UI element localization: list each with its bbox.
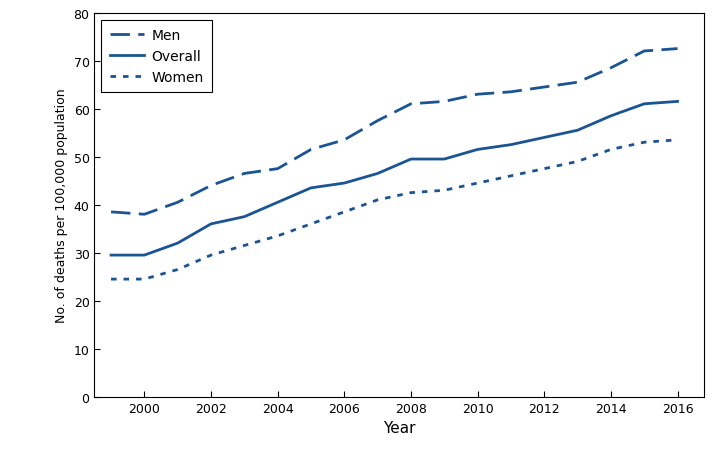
Men <box>240 171 249 177</box>
Men <box>540 85 549 91</box>
Men <box>440 100 449 105</box>
Overall <box>440 157 449 162</box>
Women <box>273 234 282 239</box>
Women <box>306 221 315 227</box>
Men <box>473 92 482 98</box>
Men <box>273 166 282 172</box>
Overall <box>606 114 615 119</box>
Women <box>107 277 115 282</box>
Women <box>673 138 682 143</box>
Overall <box>473 147 482 153</box>
Men <box>673 47 682 52</box>
Overall <box>507 143 515 148</box>
Overall <box>240 215 249 220</box>
Women <box>240 243 249 249</box>
Women <box>640 140 648 146</box>
Overall <box>340 181 348 186</box>
Men <box>640 49 648 55</box>
Men <box>606 66 615 71</box>
Line: Men: Men <box>111 50 677 215</box>
Men <box>140 212 149 217</box>
Women <box>606 147 615 153</box>
Overall <box>174 241 182 246</box>
Overall <box>140 253 149 258</box>
Men <box>207 183 216 189</box>
Men <box>574 80 582 86</box>
Men <box>507 90 515 95</box>
Women <box>140 277 149 282</box>
Men <box>306 147 315 153</box>
Overall <box>640 102 648 107</box>
Overall <box>407 157 415 162</box>
Women <box>207 253 216 258</box>
Men <box>340 138 348 143</box>
Overall <box>107 253 115 258</box>
Overall <box>673 100 682 105</box>
Overall <box>273 200 282 206</box>
Women <box>507 174 515 179</box>
X-axis label: Year: Year <box>383 420 415 435</box>
Women <box>440 188 449 193</box>
Women <box>340 210 348 215</box>
Y-axis label: No. of deaths per 100,000 population: No. of deaths per 100,000 population <box>55 88 68 322</box>
Line: Women: Women <box>111 141 677 280</box>
Overall <box>373 171 382 177</box>
Overall <box>306 186 315 191</box>
Women <box>574 159 582 165</box>
Men <box>407 102 415 107</box>
Men <box>107 210 115 215</box>
Line: Overall: Overall <box>111 102 677 256</box>
Women <box>473 181 482 186</box>
Women <box>407 190 415 196</box>
Women <box>373 198 382 203</box>
Women <box>174 267 182 272</box>
Overall <box>540 135 549 141</box>
Men <box>373 119 382 124</box>
Men <box>174 200 182 206</box>
Legend: Men, Overall, Women: Men, Overall, Women <box>102 20 212 93</box>
Women <box>540 166 549 172</box>
Overall <box>207 221 216 227</box>
Overall <box>574 128 582 133</box>
